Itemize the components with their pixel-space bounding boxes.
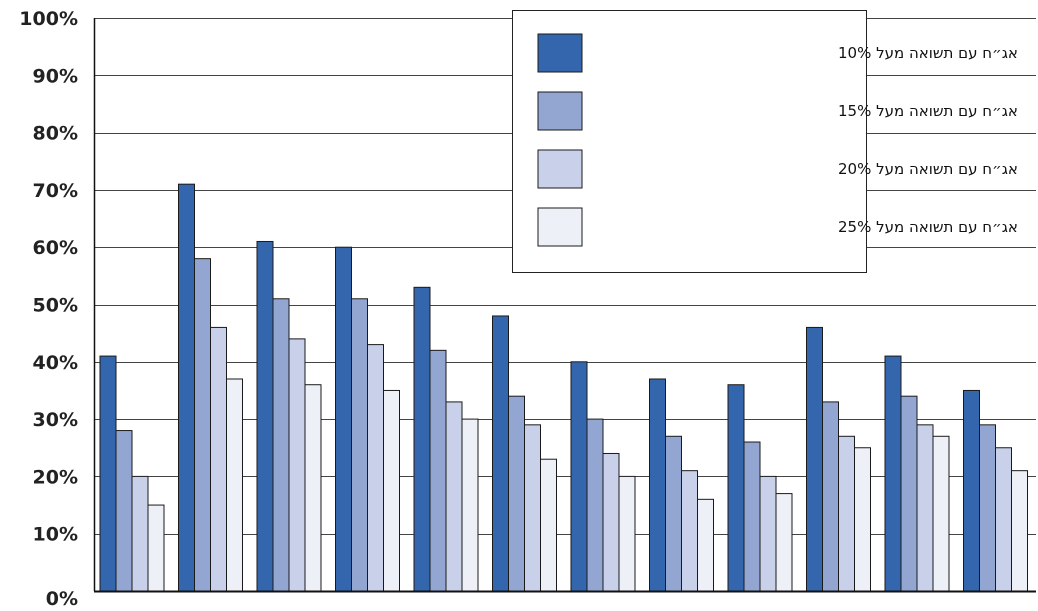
bar (697, 498, 714, 592)
bar (178, 183, 195, 592)
bar (383, 389, 400, 592)
bar (256, 240, 274, 592)
y-tick-label: 0% (46, 588, 78, 607)
y-tick-label: 50% (33, 295, 78, 317)
bar (272, 298, 290, 592)
legend-label: אג״ח עם תשואה מעל 25% (838, 218, 1018, 236)
y-tick-label: 20% (33, 466, 78, 488)
bar (351, 298, 368, 592)
bar (508, 395, 525, 592)
bar (995, 447, 1012, 592)
bar (99, 355, 117, 592)
bar (413, 286, 431, 592)
y-tick-label: 60% (33, 237, 78, 259)
bar (335, 246, 352, 592)
bar (147, 504, 165, 592)
legend-label: אג״ח עם תשואה מעל 10% (838, 44, 1018, 62)
legend-swatch (537, 33, 583, 73)
bar (665, 435, 682, 592)
bar (226, 378, 243, 592)
y-tick-label: 100% (19, 8, 78, 30)
bar (775, 493, 793, 592)
bar (1011, 470, 1028, 592)
legend-swatch (537, 91, 583, 131)
bar (963, 389, 980, 592)
y-tick-labels: 0% 10% 20% 30% 40% 50% 60% 70% 80% 90% 100% (19, 8, 78, 610)
bar (304, 384, 322, 592)
bar (445, 401, 463, 592)
bar (900, 395, 918, 592)
legend: אג״ח עם תשואה מעל 10% אג״ח עם תשואה מעל 1… (512, 10, 1018, 273)
bar (288, 338, 306, 592)
bar (743, 441, 761, 592)
bar (586, 418, 604, 592)
y-tick-label: 70% (33, 180, 78, 202)
bar (681, 470, 698, 592)
bar (932, 435, 950, 592)
axes (93, 18, 1036, 593)
legend-swatch (537, 149, 583, 189)
bar (194, 258, 211, 592)
legend-swatch (537, 207, 583, 247)
bar (649, 378, 666, 592)
bar (822, 401, 839, 592)
bar (131, 475, 149, 592)
bar (727, 384, 745, 592)
y-tick-label: 40% (33, 352, 78, 374)
bar (570, 361, 588, 592)
y-tick-label: 90% (33, 65, 78, 87)
legend-label: אג״ח עם תשואה מעל 20% (838, 160, 1018, 178)
bar (210, 326, 227, 592)
bar (838, 435, 855, 592)
y-tick-label: 10% (33, 524, 78, 546)
bar (492, 315, 509, 592)
bar (884, 355, 902, 592)
y-tick-label: 80% (33, 123, 78, 145)
bar (759, 475, 777, 592)
bar (524, 424, 541, 592)
bars (99, 183, 1028, 592)
y-tick-label: 30% (33, 409, 78, 431)
bar (916, 424, 934, 592)
bar (979, 424, 996, 592)
bar (618, 475, 636, 592)
bar (540, 458, 557, 592)
bar (429, 349, 447, 592)
bar (806, 326, 823, 592)
bar (602, 452, 620, 592)
legend-label: אג״ח עם תשואה מעל 15% (838, 102, 1018, 120)
bar (854, 447, 871, 592)
bar (115, 430, 133, 592)
bar (367, 344, 384, 592)
bar (461, 418, 479, 592)
